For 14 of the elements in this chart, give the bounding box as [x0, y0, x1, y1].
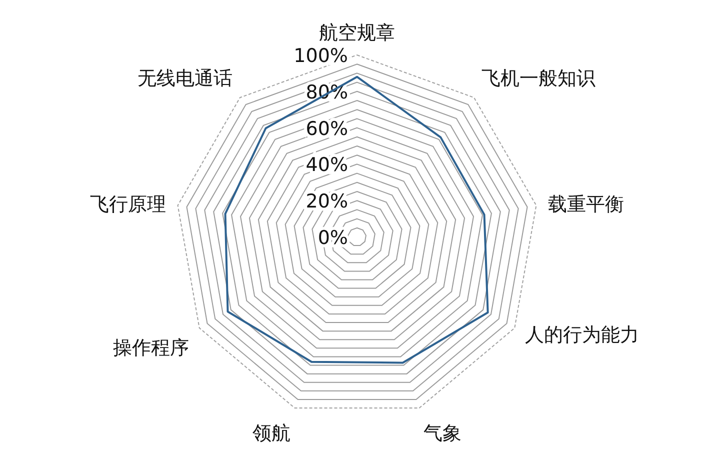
y-tick-label: 40% [306, 154, 348, 176]
y-tick-label: 60% [306, 118, 348, 140]
spoke-label: 操作程序 [112, 337, 189, 359]
spoke-label: 飞机一般知识 [482, 67, 596, 90]
spoke-label: 无线电通话 [137, 67, 232, 90]
spoke-label: 气象 [423, 422, 462, 444]
spoke-label: 人的行为能力 [525, 324, 640, 346]
y-tick-label: 0% [318, 227, 348, 249]
spoke-label: 领航 [252, 422, 291, 444]
y-tick-label: 100% [294, 45, 348, 67]
spoke-label: 航空规章 [319, 22, 395, 44]
spoke-label: 飞行原理 [90, 193, 166, 216]
spoke-label: 载重平衡 [548, 193, 624, 216]
y-tick-label: 20% [306, 190, 348, 213]
